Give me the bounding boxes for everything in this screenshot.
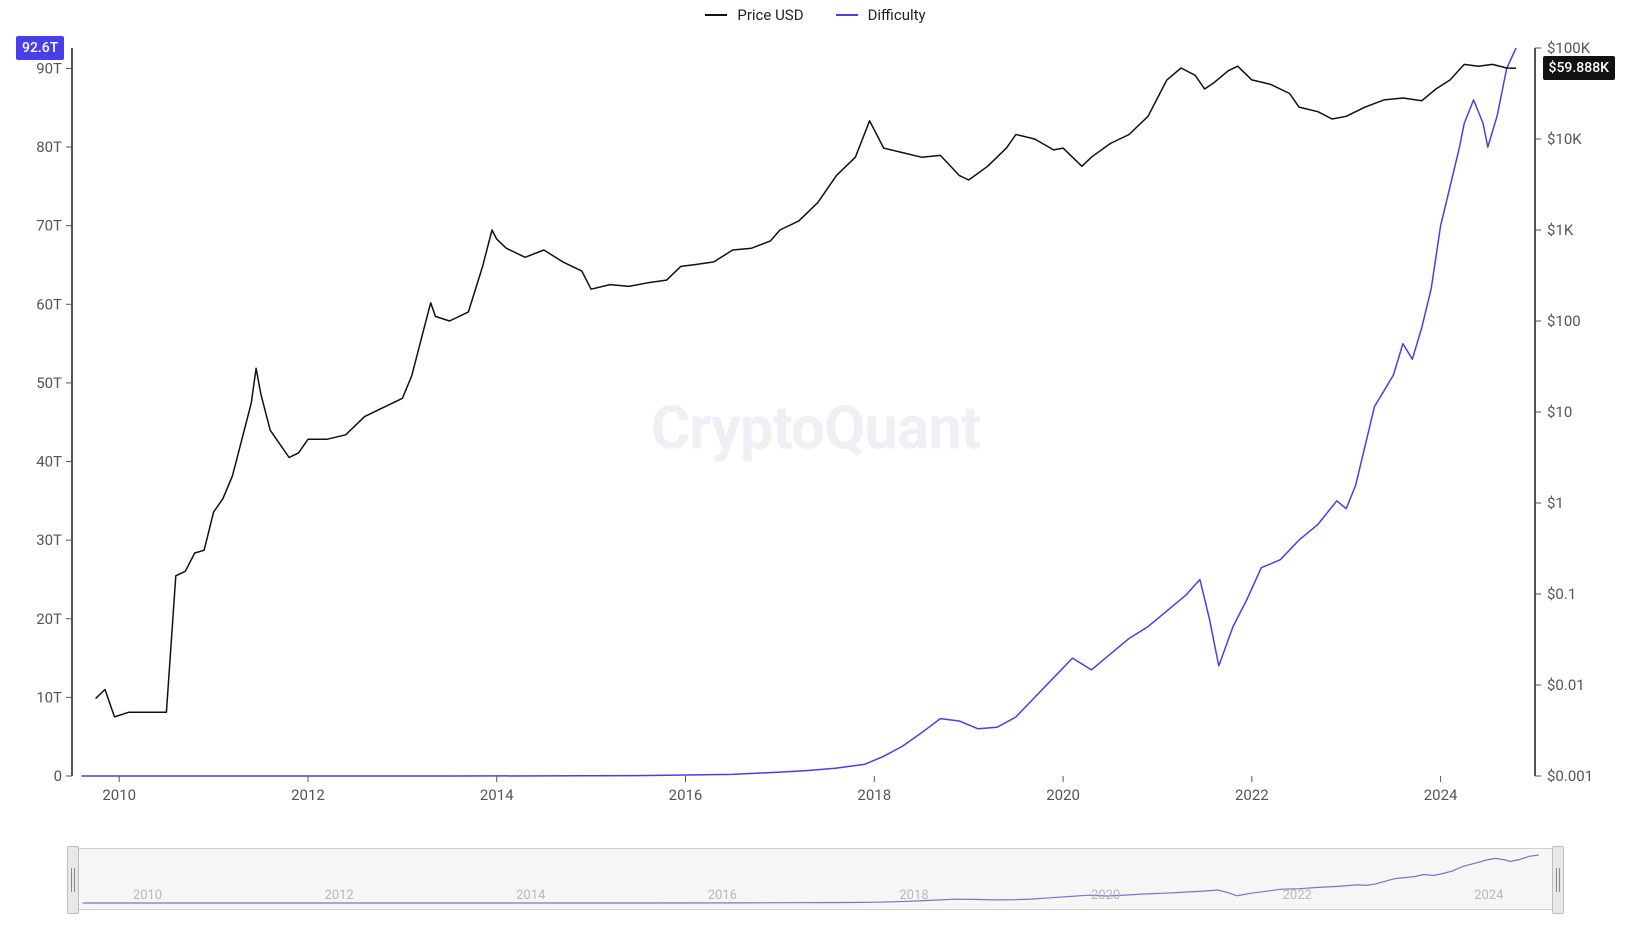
svg-text:$100K: $100K [1547, 39, 1591, 57]
svg-text:0: 0 [54, 767, 62, 785]
legend-label-difficulty: Difficulty [868, 6, 926, 24]
overview-handle-right[interactable] [1552, 846, 1564, 914]
overview-svg [73, 849, 1558, 909]
overview-year-label: 2018 [899, 888, 928, 903]
svg-text:2024: 2024 [1424, 786, 1458, 804]
svg-text:$10K: $10K [1547, 130, 1582, 148]
svg-text:$0.001: $0.001 [1547, 767, 1593, 785]
main-chart[interactable]: CryptoQuant 010T20T30T40T50T60T70T80T90T… [10, 38, 1621, 818]
overview-handle-left[interactable] [67, 846, 79, 914]
svg-text:30T: 30T [36, 531, 62, 549]
overview-year-label: 2016 [708, 888, 737, 903]
svg-text:40T: 40T [36, 453, 62, 471]
legend-label-price: Price USD [737, 6, 803, 24]
svg-text:2018: 2018 [857, 786, 891, 804]
overview-year-label: 2020 [1091, 888, 1120, 903]
svg-text:2022: 2022 [1235, 786, 1269, 804]
svg-text:$10: $10 [1547, 403, 1572, 421]
overview-year-label: 2022 [1283, 888, 1312, 903]
left-axis-value-badge: 92.6T [16, 36, 64, 60]
svg-text:10T: 10T [36, 688, 62, 706]
overview-year-label: 2012 [325, 888, 354, 903]
svg-text:2012: 2012 [291, 786, 325, 804]
svg-text:50T: 50T [36, 374, 62, 392]
overview-scrubber[interactable]: 2010 2012 2014 2016 2018 2020 2022 2024 [72, 848, 1559, 910]
legend-swatch-difficulty [836, 14, 858, 16]
svg-text:$100: $100 [1547, 312, 1581, 330]
overview-year-label: 2024 [1474, 888, 1503, 903]
svg-text:20T: 20T [36, 610, 62, 628]
svg-text:$1K: $1K [1547, 221, 1574, 239]
svg-text:2016: 2016 [669, 786, 703, 804]
svg-text:70T: 70T [36, 217, 62, 235]
right-axis-value-badge: $59.888K [1543, 56, 1615, 80]
svg-text:80T: 80T [36, 138, 62, 156]
legend-item-difficulty[interactable]: Difficulty [836, 6, 926, 24]
svg-text:$1: $1 [1547, 494, 1564, 512]
svg-text:2020: 2020 [1046, 786, 1080, 804]
legend-swatch-price [705, 14, 727, 16]
svg-text:2010: 2010 [102, 786, 136, 804]
overview-year-label: 2014 [516, 888, 545, 903]
legend-item-price[interactable]: Price USD [705, 6, 803, 24]
chart-svg: 0 10T 20T 30T 40T 50T 60T 70T 80T 90T $0.001 $0.01 $… [10, 38, 1621, 818]
svg-text:2014: 2014 [480, 786, 514, 804]
svg-text:$0.1: $0.1 [1547, 585, 1576, 603]
legend: Price USD Difficulty [0, 0, 1631, 24]
svg-text:$0.01: $0.01 [1547, 676, 1585, 694]
overview-year-label: 2010 [133, 888, 162, 903]
svg-text:60T: 60T [36, 295, 62, 313]
svg-text:90T: 90T [36, 59, 62, 77]
